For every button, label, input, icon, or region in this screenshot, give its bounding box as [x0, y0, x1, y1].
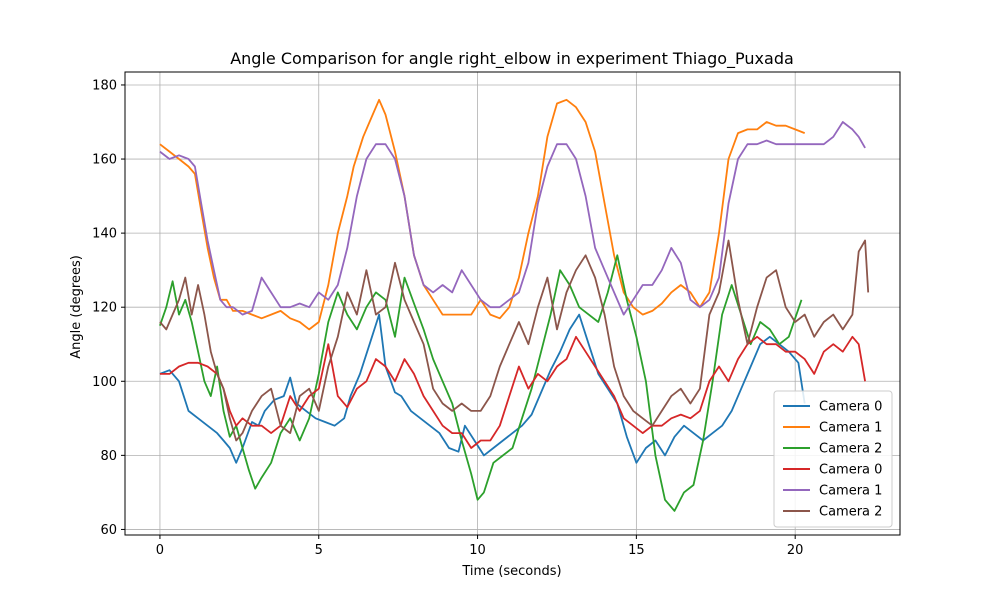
legend-label-1: Camera 1 — [819, 421, 882, 436]
y-tick-label-3: 120 — [92, 301, 117, 316]
y-tick-label-1: 80 — [100, 449, 117, 464]
legend-label-2: Camera 2 — [819, 442, 882, 457]
legend: Camera 0 Camera 1 Camera 2 Camera 0 Camera 1… — [773, 390, 893, 528]
legend-label-5: Camera 2 — [819, 505, 882, 520]
y-axis-label: Angle (degrees) — [69, 255, 84, 359]
x-tick-label-4: 20 — [787, 543, 804, 558]
y-tick-label-6: 180 — [92, 78, 117, 93]
y-tick-label-0: 60 — [100, 523, 117, 538]
legend-label-0: Camera 0 — [819, 400, 882, 415]
chart-title: Angle Comparison for angle right_elbow i… — [230, 49, 794, 69]
y-tick-label-5: 160 — [92, 153, 117, 168]
axes-frame — [124, 71, 901, 536]
legend-label-3: Camera 0 — [819, 463, 882, 478]
x-axis-label: Time (seconds) — [461, 564, 561, 579]
series-line-2 — [159, 254, 803, 512]
x-tick-label-3: 15 — [628, 543, 645, 558]
plot-area: 0 5 10 15 20 60 80 100 120 140 160 180 — [92, 71, 901, 558]
y-tick-label-2: 100 — [92, 375, 117, 390]
y-tick-label-4: 140 — [92, 227, 117, 242]
x-tick-label-0: 0 — [156, 543, 164, 558]
x-tick-label-2: 10 — [469, 543, 486, 558]
x-tick-label-1: 5 — [315, 543, 323, 558]
legend-label-4: Camera 1 — [819, 484, 882, 499]
series-line-3 — [159, 335, 866, 449]
series-line-1 — [159, 98, 806, 331]
legend-box — [773, 390, 893, 528]
series-line-5 — [159, 239, 870, 442]
series-line-4 — [159, 121, 866, 316]
